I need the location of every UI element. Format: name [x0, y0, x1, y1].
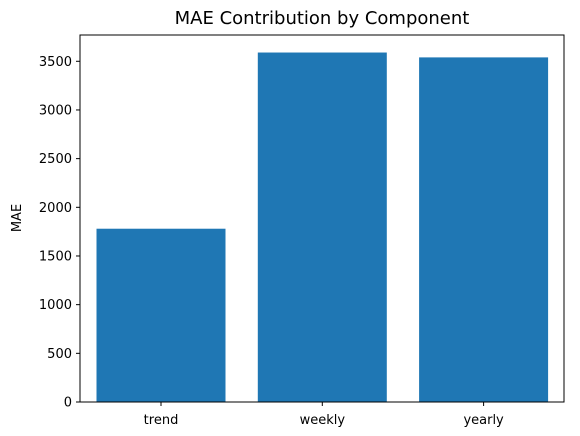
chart-title: MAE Contribution by Component [175, 8, 470, 29]
y-tick-label-2000: 2000 [39, 201, 72, 216]
x-tick-label-yearly: yearly [463, 413, 504, 428]
bar-yearly [419, 57, 549, 402]
y-tick-label-0: 0 [64, 396, 72, 411]
x-tick-label-weekly: weekly [300, 413, 346, 428]
x-tick-label-trend: trend [144, 413, 179, 428]
y-tick-label-1000: 1000 [39, 298, 72, 313]
bar-trend [96, 228, 226, 402]
y-axis-title: MAE [10, 204, 25, 232]
y-axis: 0 500 1000 1500 2000 2500 3000 3500 [39, 55, 80, 411]
plot-frame [79, 34, 565, 403]
bars-group [96, 52, 549, 402]
y-tick-label-1500: 1500 [39, 249, 72, 264]
y-tick-label-3500: 3500 [39, 55, 72, 70]
y-tick-label-2500: 2500 [39, 152, 72, 167]
bar-weekly [257, 52, 387, 402]
y-tick-label-500: 500 [47, 347, 72, 362]
x-axis: trend weekly yearly [144, 402, 504, 428]
y-tick-label-3000: 3000 [39, 103, 72, 118]
